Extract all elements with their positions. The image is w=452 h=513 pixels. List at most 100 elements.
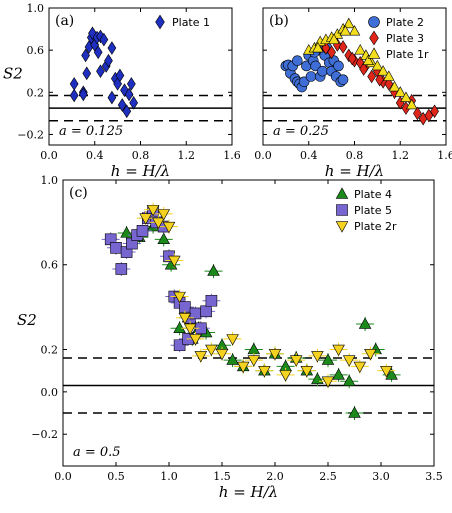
parameter-annotation: a = 0.25 bbox=[273, 124, 329, 139]
data-point bbox=[375, 72, 385, 87]
x-tick-label: 0.0 bbox=[254, 149, 272, 162]
data-point bbox=[247, 355, 261, 367]
data-point bbox=[383, 70, 395, 81]
data-point bbox=[332, 368, 345, 380]
y-tick-label: 0.2 bbox=[41, 343, 59, 356]
data-point bbox=[173, 291, 186, 304]
data-point bbox=[115, 68, 125, 83]
x-tick-label: 0.0 bbox=[54, 470, 72, 483]
data-point bbox=[146, 204, 160, 217]
x-tick-label: 1.6 bbox=[223, 149, 241, 162]
data-point bbox=[347, 51, 357, 66]
data-point bbox=[292, 55, 303, 66]
x-tick-label: 3.5 bbox=[425, 470, 443, 483]
data-point bbox=[364, 349, 377, 361]
data-point bbox=[300, 365, 314, 378]
data-point bbox=[321, 376, 335, 388]
data-point bbox=[279, 370, 292, 382]
data-point bbox=[107, 90, 117, 105]
data-point bbox=[413, 106, 422, 121]
data-point bbox=[99, 32, 109, 47]
x-tick-label: 1.0 bbox=[160, 470, 178, 483]
data-point bbox=[311, 351, 324, 363]
legend-label: Plate 1 bbox=[172, 16, 210, 29]
data-point bbox=[189, 334, 202, 346]
y-axis-label: S2 bbox=[17, 311, 37, 329]
panel-label: (a) bbox=[55, 13, 74, 29]
x-tick-label: 2.5 bbox=[319, 470, 337, 483]
data-point bbox=[200, 305, 212, 318]
data-point bbox=[207, 264, 220, 276]
data-point bbox=[136, 225, 149, 237]
x-tick-label: 1.5 bbox=[213, 470, 231, 483]
x-axis-label: h = H/λ bbox=[219, 483, 278, 501]
y-axis-label: S2 bbox=[3, 65, 23, 83]
legend-marker bbox=[155, 14, 165, 30]
legend-label: Plate 1r bbox=[386, 48, 429, 61]
data-point bbox=[93, 45, 103, 60]
data-point bbox=[226, 353, 239, 365]
data-point bbox=[195, 322, 207, 335]
data-point bbox=[394, 86, 407, 97]
data-point bbox=[178, 313, 192, 325]
data-point bbox=[173, 321, 186, 333]
series-plate-2r bbox=[136, 202, 396, 389]
data-point bbox=[129, 96, 138, 110]
data-point bbox=[104, 53, 113, 68]
x-tick-label: 0.8 bbox=[132, 149, 150, 162]
legend-marker bbox=[367, 47, 381, 59]
data-point bbox=[424, 108, 434, 123]
data-point bbox=[353, 361, 367, 374]
data-point bbox=[305, 71, 317, 82]
x-tick-label: 0.0 bbox=[40, 149, 58, 162]
data-point bbox=[332, 344, 345, 357]
data-point bbox=[120, 226, 133, 238]
data-point bbox=[82, 66, 92, 81]
data-point bbox=[247, 342, 261, 355]
legend-marker bbox=[335, 187, 349, 199]
data-point bbox=[328, 33, 340, 44]
y-tick-label: 1.0 bbox=[27, 2, 45, 15]
data-point bbox=[120, 83, 129, 98]
data-point bbox=[162, 221, 176, 234]
x-axis-label: h = H/λ bbox=[325, 162, 384, 180]
data-point bbox=[194, 351, 208, 363]
x-tick-label: 1.2 bbox=[392, 149, 410, 162]
data-point bbox=[215, 349, 229, 361]
data-point bbox=[157, 232, 170, 245]
x-axis-label: h = H/λ bbox=[111, 162, 170, 180]
data-point bbox=[338, 40, 348, 54]
data-point bbox=[258, 365, 271, 378]
parameter-annotation: a = 0.5 bbox=[73, 445, 121, 460]
legend: Plate 2 Plate 3 Plate 1r bbox=[367, 16, 429, 61]
data-point bbox=[152, 217, 165, 230]
y-tick-label: 0.2 bbox=[27, 86, 45, 99]
data-point bbox=[358, 317, 372, 329]
plot-frame bbox=[62, 179, 435, 467]
data-point bbox=[69, 77, 79, 91]
legend-marker bbox=[336, 204, 348, 216]
data-point bbox=[205, 294, 218, 307]
data-point bbox=[388, 80, 401, 92]
x-tick-label: 1.2 bbox=[178, 149, 196, 162]
legend: Plate 4 Plate 5 Plate 2r bbox=[335, 187, 397, 233]
panel-a: 0.0 0.4 0.8 1.2 1.6 1.0 0.6 0.2 −0.2 h = H/λ S2 (a)… bbox=[3, 2, 241, 180]
data-point bbox=[354, 44, 366, 55]
panel-label: (b) bbox=[269, 13, 289, 29]
data-point bbox=[311, 372, 324, 384]
panel-label: (c) bbox=[69, 185, 88, 201]
data-point bbox=[122, 104, 132, 119]
parameter-annotation: a = 0.125 bbox=[59, 124, 123, 139]
data-point bbox=[405, 98, 418, 110]
data-point bbox=[189, 307, 202, 320]
data-point bbox=[380, 365, 393, 378]
data-point bbox=[81, 48, 90, 63]
legend-label: Plate 2r bbox=[354, 220, 397, 233]
data-point bbox=[205, 344, 218, 357]
x-tick-label: 0.5 bbox=[107, 470, 125, 483]
data-point bbox=[268, 349, 282, 361]
data-point bbox=[337, 74, 349, 85]
data-point bbox=[69, 88, 79, 103]
data-point bbox=[342, 374, 356, 386]
legend-label: Plate 3 bbox=[386, 32, 424, 45]
